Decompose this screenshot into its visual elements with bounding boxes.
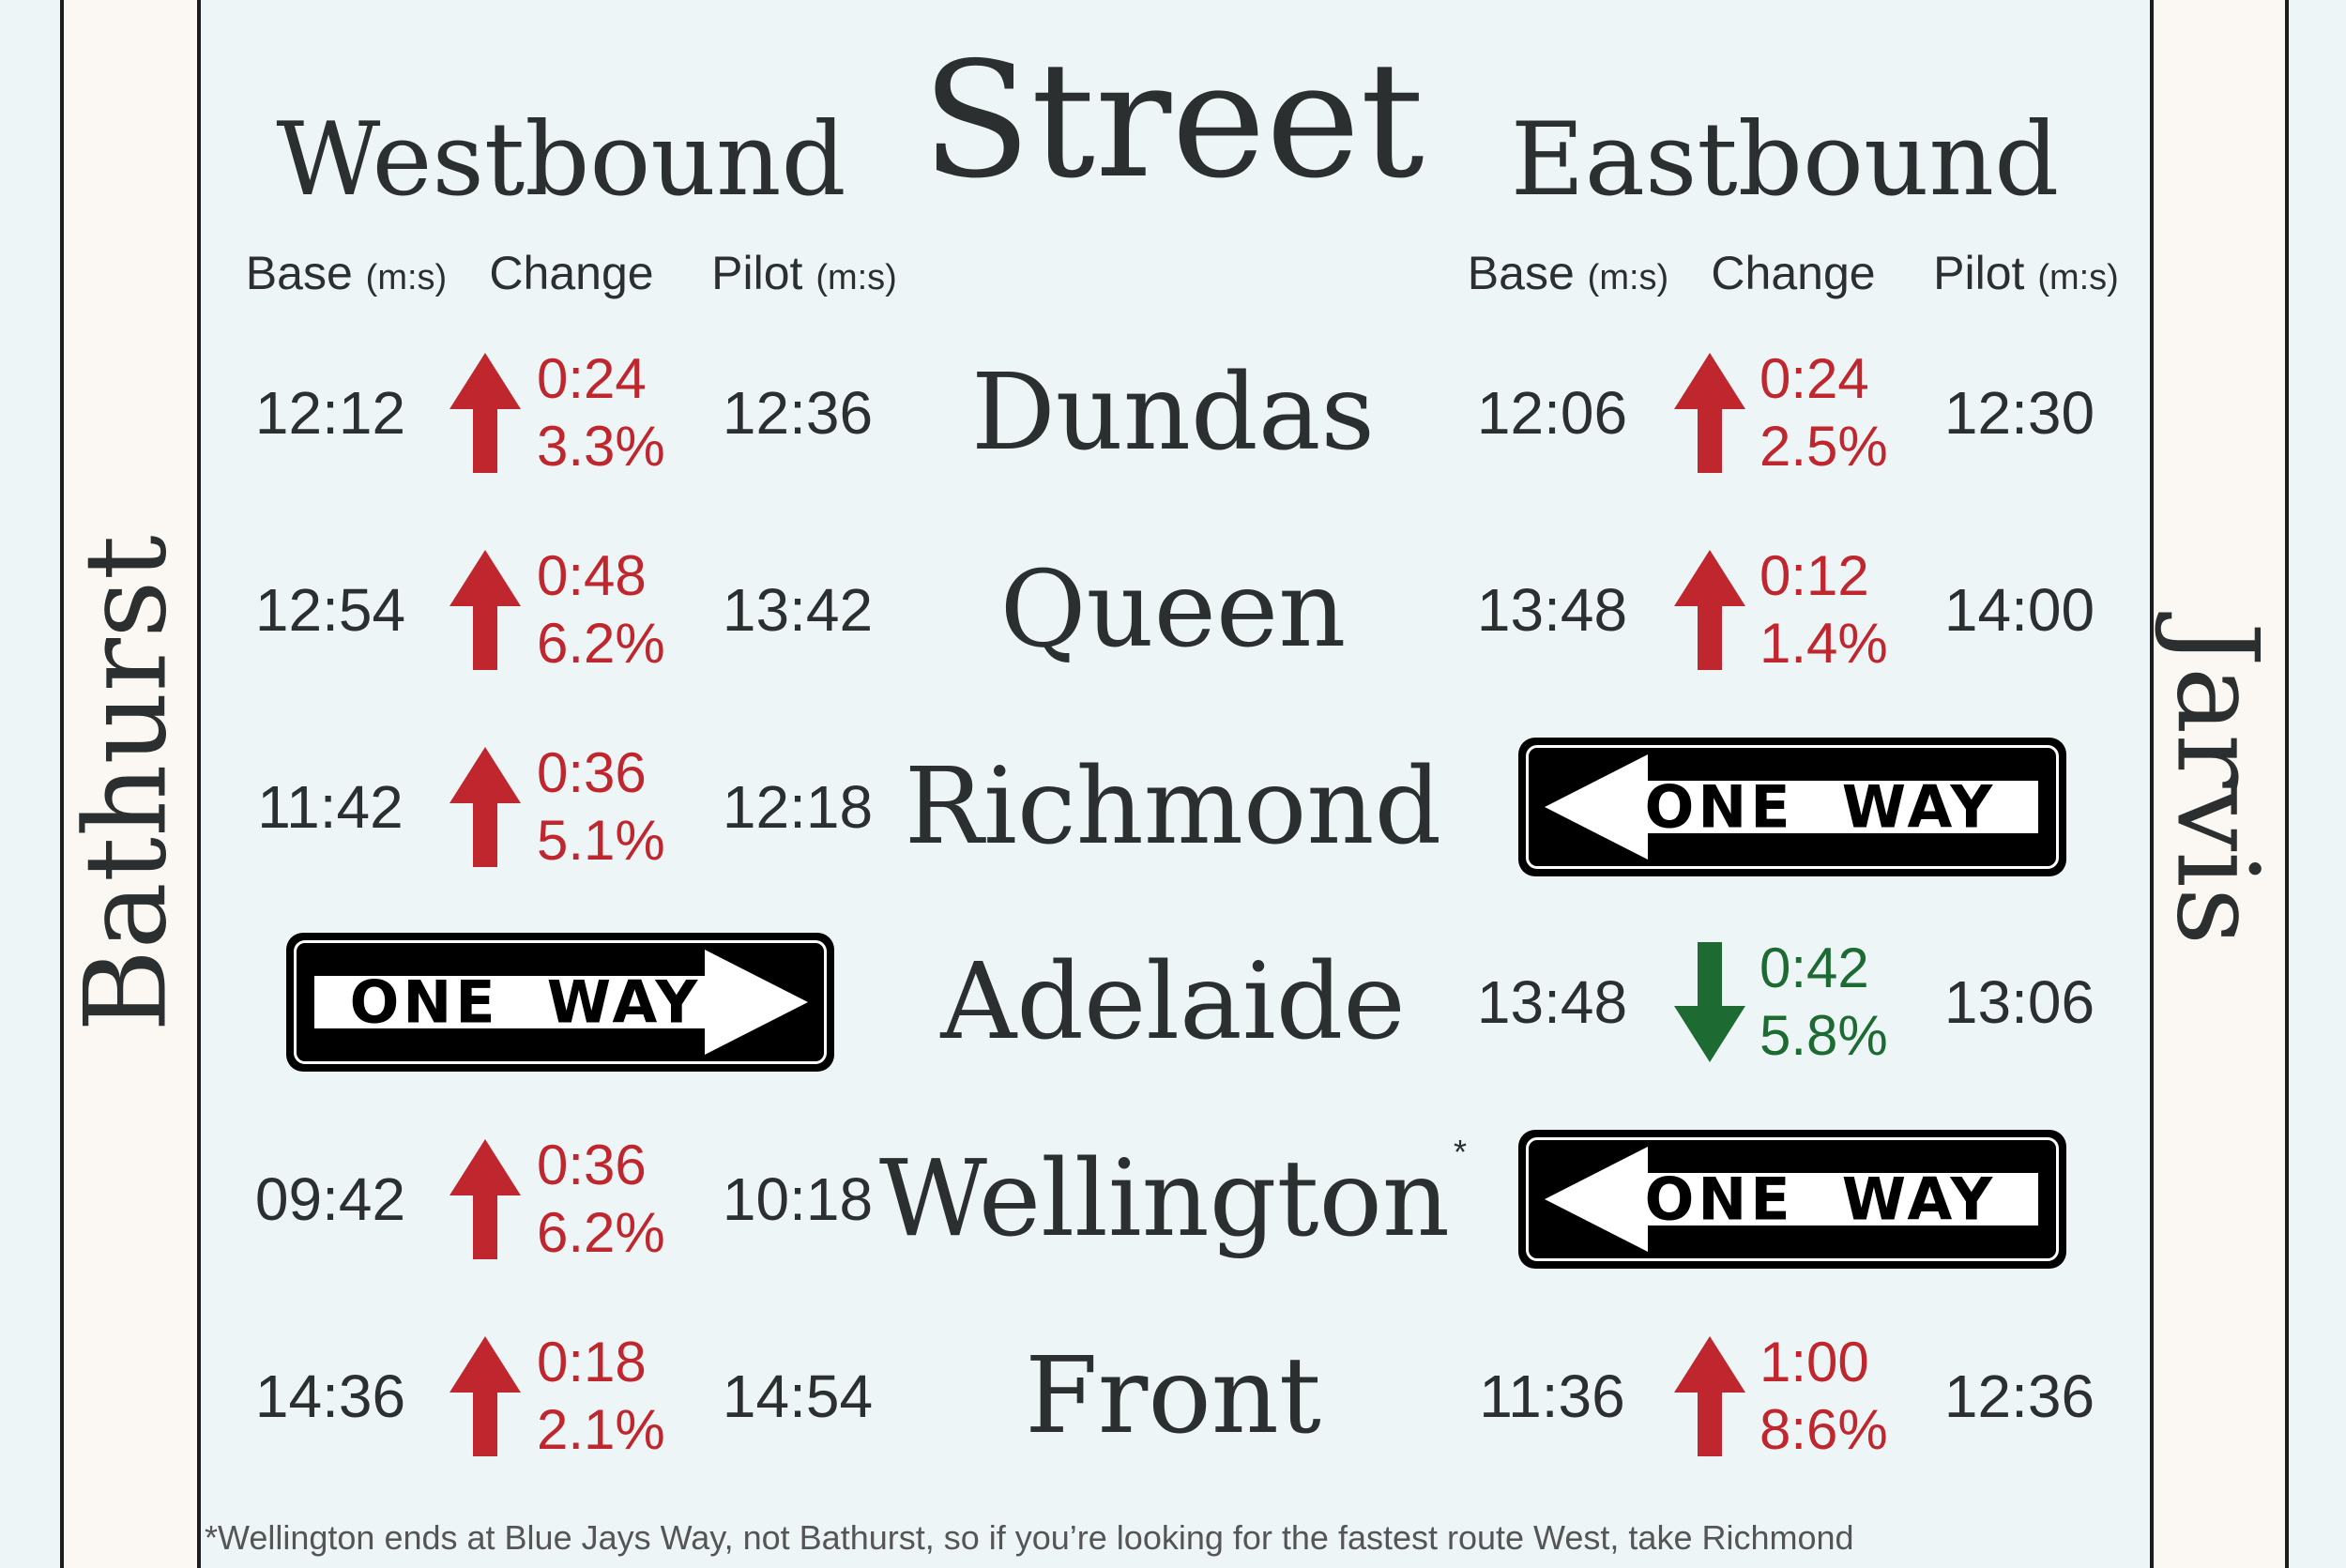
jarvis-band — [2150, 0, 2289, 1568]
footnote-marker: * — [1454, 1133, 1468, 1171]
one-way-arrow-icon — [314, 950, 808, 1055]
change-time: 0:36 — [537, 1134, 647, 1196]
down-arrow-icon — [1674, 942, 1745, 1062]
west-change-header: Change — [489, 247, 654, 299]
up-arrow-icon — [449, 1336, 521, 1456]
east-change-header: Change — [1711, 247, 1876, 299]
bathurst-band — [60, 0, 201, 1568]
street-name-text: Richmond — [904, 746, 1442, 868]
bathurst-label: Bathurst — [61, 535, 192, 1032]
west-change: 0:36 5.1% — [537, 739, 665, 875]
change-percent: 2.1% — [537, 1398, 665, 1461]
west-base-time: 12:12 — [254, 379, 406, 447]
westbound-heading: Westbound — [276, 101, 846, 219]
street-name-text: Queen — [999, 549, 1347, 671]
up-arrow-icon — [449, 747, 521, 867]
one-way-arrow-icon — [1545, 754, 2038, 860]
west-change: 0:36 6.2% — [537, 1132, 665, 1267]
one-way-text: ONE WAY — [1644, 1165, 1997, 1234]
west-pilot-header: Pilot (m:s) — [711, 247, 897, 299]
west-base-time: 11:42 — [257, 773, 404, 841]
east-base-time: 12:06 — [1476, 379, 1628, 447]
change-time: 0:12 — [1760, 544, 1869, 607]
change-time: 0:24 — [1760, 347, 1869, 410]
west-pilot-time: 14:54 — [722, 1362, 874, 1430]
one-way-text: ONE WAY — [349, 967, 702, 1037]
up-arrow-icon — [1674, 550, 1745, 670]
east-pilot-time: 12:36 — [1943, 1362, 2095, 1430]
east-base-time: 13:48 — [1476, 968, 1628, 1036]
change-percent: 1.4% — [1760, 612, 1888, 675]
change-percent: 5.1% — [537, 809, 665, 872]
west-change: 0:48 6.2% — [537, 542, 665, 677]
change-time: 1:00 — [1760, 1331, 1869, 1393]
change-time: 0:48 — [537, 544, 647, 607]
west-pilot-time: 10:18 — [722, 1165, 874, 1233]
eastbound-heading: Eastbound — [1510, 101, 2060, 219]
west-base-time: 14:36 — [254, 1362, 406, 1430]
east-pilot-header: Pilot (m:s) — [1933, 247, 2119, 299]
west-pilot-time: 12:18 — [722, 773, 874, 841]
up-arrow-icon — [1674, 1336, 1745, 1456]
one-way-text: ONE WAY — [1644, 772, 1997, 842]
change-percent: 6.2% — [537, 612, 665, 675]
west-pilot-time: 12:36 — [722, 379, 874, 447]
up-arrow-icon — [449, 1139, 521, 1259]
west-base-time: 12:54 — [254, 576, 406, 644]
up-arrow-icon — [449, 353, 521, 473]
one-way-border — [1526, 1137, 2059, 1261]
street-name-queen: Queen — [1000, 549, 1347, 671]
east-change: 0:42 5.8% — [1760, 935, 1888, 1070]
east-base-time: 13:48 — [1476, 576, 1628, 644]
west-one-way-sign: ONE WAY — [286, 933, 834, 1072]
west-change: 0:18 2.1% — [537, 1329, 665, 1464]
change-time: 0:36 — [537, 741, 647, 804]
street-name-dundas: Dundas — [971, 352, 1375, 474]
east-change: 1:00 8:6% — [1760, 1329, 1888, 1464]
west-pilot-time: 13:42 — [722, 576, 874, 644]
east-one-way-sign: ONE WAY — [1518, 738, 2066, 876]
up-arrow-icon — [449, 550, 521, 670]
street-name-text: Adelaide — [940, 941, 1406, 1063]
one-way-border — [1526, 745, 2059, 869]
street-name-text: Front — [1025, 1335, 1321, 1457]
east-pilot-time: 14:00 — [1943, 576, 2095, 644]
up-arrow-icon — [1674, 353, 1745, 473]
east-base-time: 11:36 — [1479, 1362, 1625, 1430]
west-base-time: 09:42 — [254, 1165, 406, 1233]
street-name-front: Front — [1025, 1335, 1321, 1457]
change-percent: 6.2% — [537, 1201, 665, 1264]
east-pilot-time: 12:30 — [1943, 379, 2095, 447]
change-percent: 3.3% — [537, 415, 665, 478]
east-base-header: Base (m:s) — [1467, 247, 1669, 299]
change-percent: 8:6% — [1760, 1398, 1888, 1461]
east-pilot-time: 13:06 — [1943, 968, 2095, 1036]
street-name-richmond: Richmond — [905, 746, 1441, 868]
one-way-border — [294, 940, 827, 1064]
street-name-adelaide: Adelaide — [940, 941, 1405, 1063]
footnote: *Wellington ends at Blue Jays Way, not B… — [205, 1518, 1854, 1557]
street-title: Street — [922, 28, 1424, 214]
street-name-text: Dundas — [970, 352, 1376, 474]
west-base-header: Base (m:s) — [245, 247, 448, 299]
change-time: 0:24 — [537, 347, 647, 410]
street-name-text: Wellington — [878, 1138, 1451, 1260]
change-time: 0:18 — [537, 1331, 647, 1393]
west-change: 0:24 3.3% — [537, 345, 665, 480]
east-change: 0:12 1.4% — [1760, 542, 1888, 677]
change-percent: 5.8% — [1760, 1004, 1888, 1067]
change-percent: 2.5% — [1760, 415, 1888, 478]
one-way-arrow-icon — [1545, 1147, 2038, 1252]
east-one-way-sign: ONE WAY — [1518, 1130, 2066, 1269]
street-name-wellington: Wellington * — [878, 1133, 1467, 1260]
jarvis-label: Jarvis — [2151, 621, 2282, 946]
change-time: 0:42 — [1760, 936, 1869, 999]
east-change: 0:24 2.5% — [1760, 345, 1888, 480]
